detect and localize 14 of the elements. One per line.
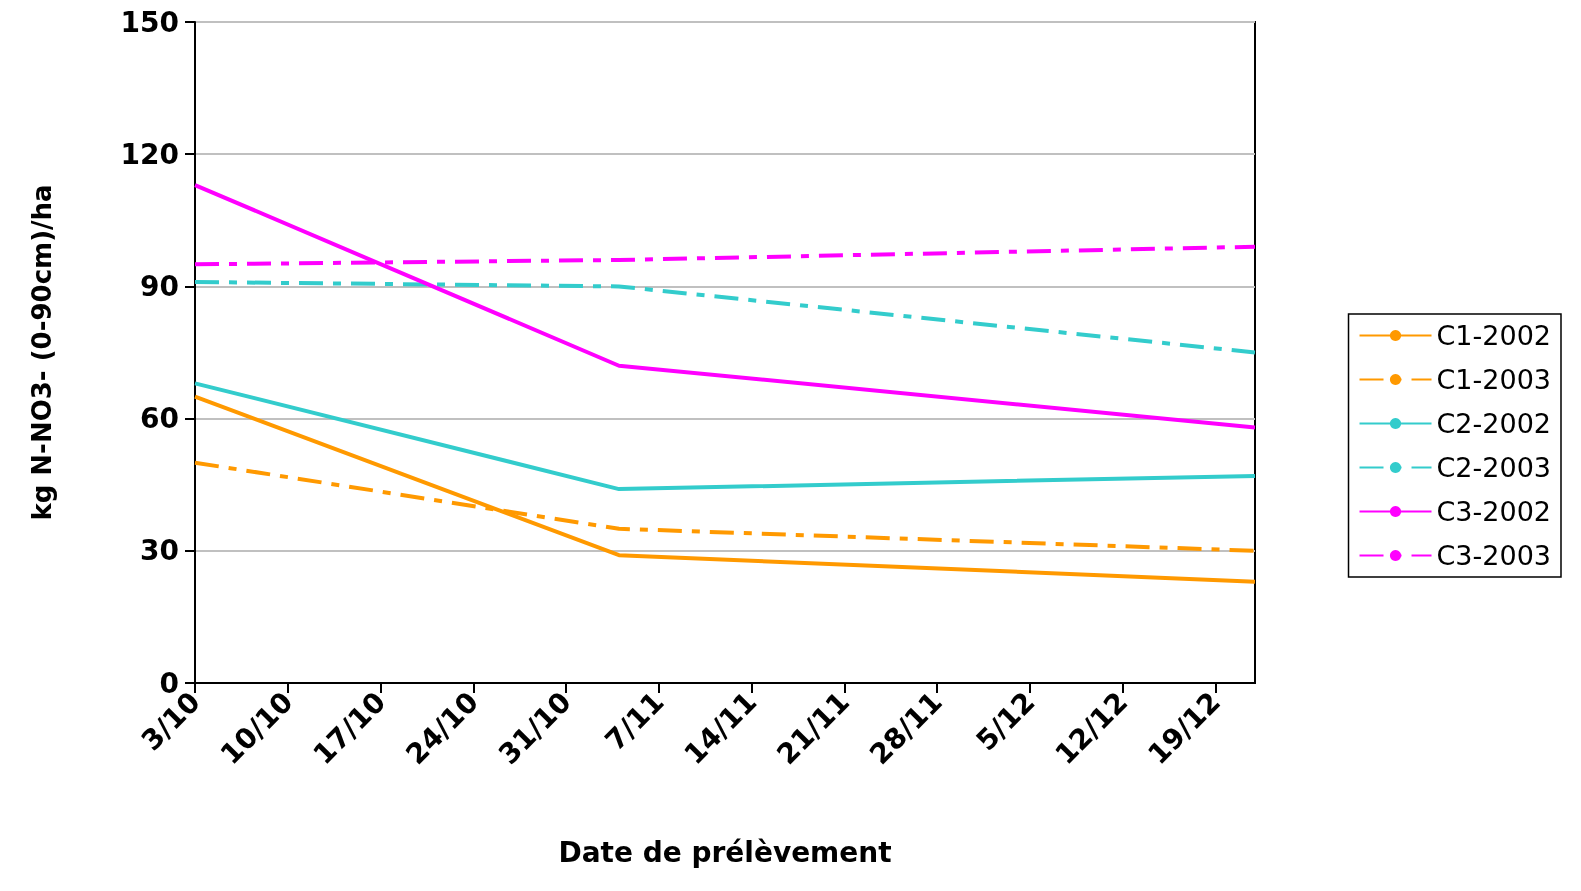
y-tick-label: 90	[140, 269, 179, 303]
y-axis-title: kg N-NO3- (0-90cm)/ha	[27, 184, 57, 521]
y-tick-label: 60	[140, 402, 179, 436]
y-tick-label: 30	[140, 534, 179, 568]
y-tick-label: 120	[120, 137, 179, 171]
x-axis-title: Date de prélèvement	[558, 835, 892, 869]
y-tick-label: 150	[120, 5, 179, 39]
legend-label: C3-2003	[1436, 540, 1552, 571]
legend-label: C3-2002	[1436, 496, 1552, 527]
legend-label: C2-2003	[1436, 452, 1552, 483]
legend-label: C1-2002	[1436, 320, 1552, 351]
y-tick-label: 0	[159, 666, 179, 700]
legend-label: C2-2002	[1436, 408, 1552, 439]
legend-label: C1-2003	[1436, 364, 1552, 395]
